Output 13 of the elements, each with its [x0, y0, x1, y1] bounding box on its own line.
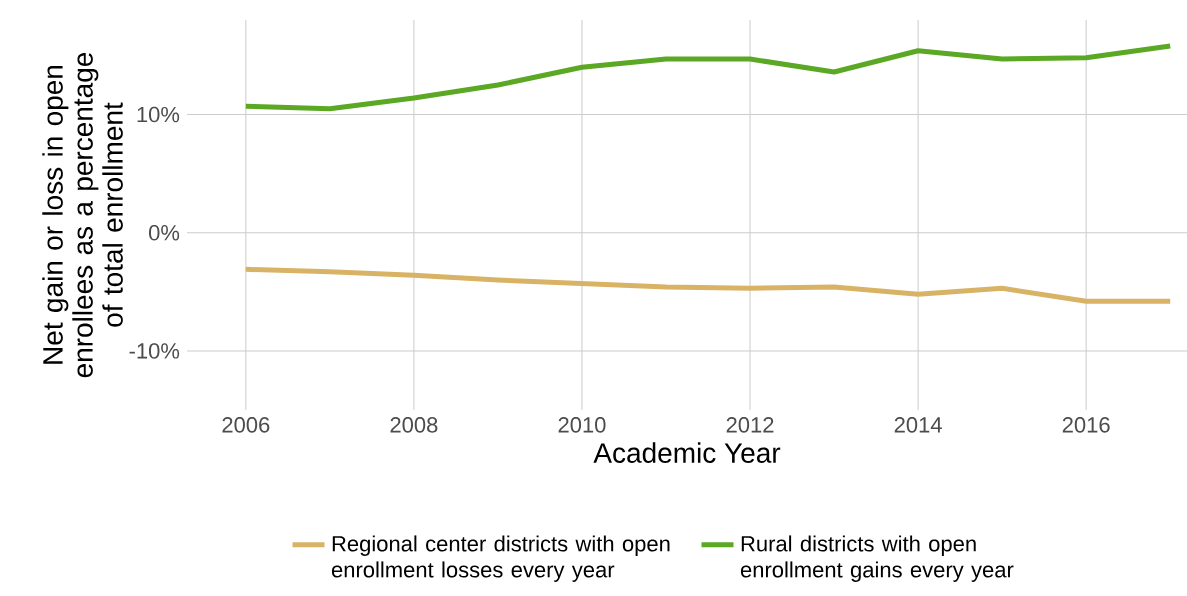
y-axis-title: Net gain or loss in open enrollees as a percentage of total enrollment — [42, 52, 123, 378]
x-tick-label: 2016 — [1062, 417, 1110, 433]
x-tick-label: 2008 — [390, 417, 438, 433]
y-tick-label: 10% — [137, 106, 180, 123]
y-tick-label: 0% — [148, 224, 180, 241]
x-tick-label: 2006 — [222, 417, 270, 433]
x-axis-title: Academic Year — [593, 442, 781, 463]
legend-label: Rural districts with open enrollment gains every year — [740, 535, 1014, 582]
x-tick-label: 2012 — [726, 417, 774, 433]
x-tick-label: 2014 — [894, 417, 942, 433]
x-tick-label: 2010 — [558, 417, 606, 433]
y-tick-label: -10% — [129, 343, 180, 359]
legend-label: Regional center districts with open enrollment losses every year — [331, 535, 670, 582]
